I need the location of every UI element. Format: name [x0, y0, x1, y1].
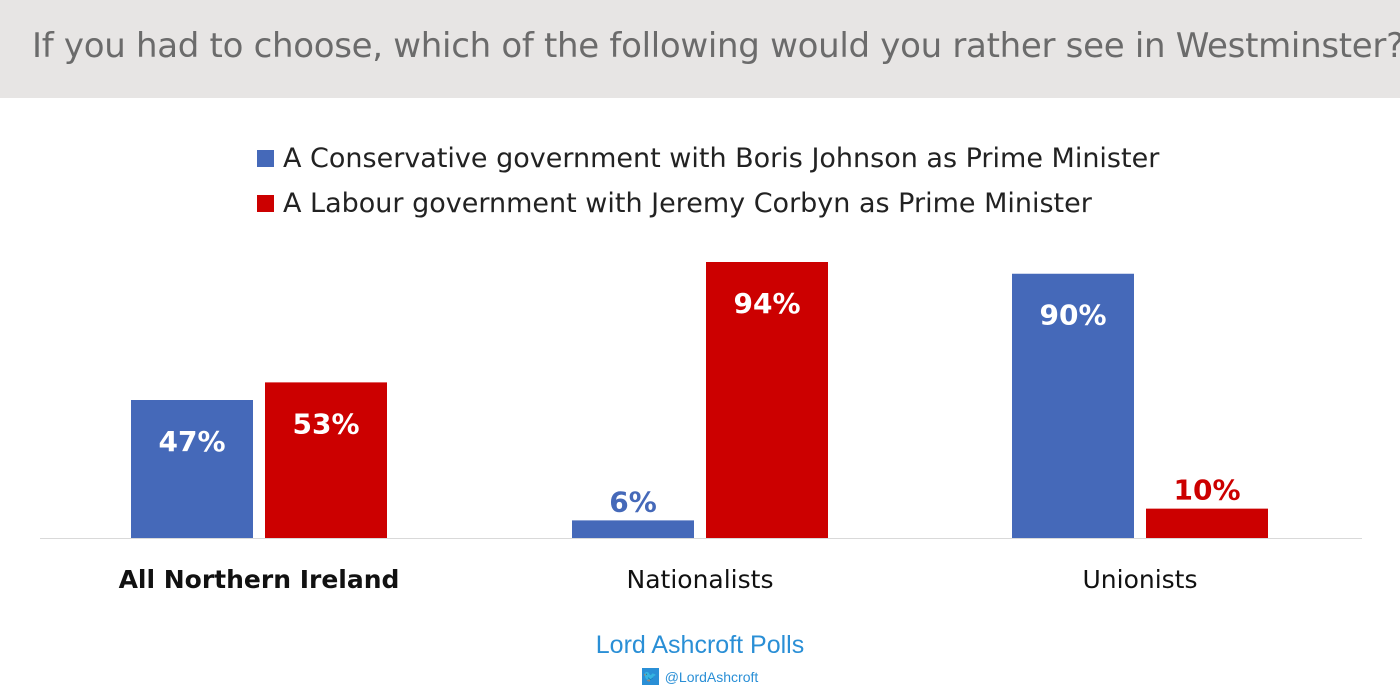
- bar: [265, 382, 387, 538]
- data-label: 47%: [158, 425, 225, 458]
- bar: [572, 520, 694, 538]
- legend-label: A Labour government with Jeremy Corbyn a…: [283, 188, 1092, 219]
- category-label: All Northern Ireland: [119, 565, 400, 594]
- category-label: Unionists: [1082, 565, 1197, 594]
- twitter-icon: 🐦: [641, 668, 659, 685]
- category-label: Nationalists: [627, 565, 774, 594]
- legend-swatch: [257, 150, 274, 167]
- bar: [131, 400, 253, 538]
- data-label: 94%: [733, 287, 800, 320]
- legend-item-conservative: A Conservative government with Boris Joh…: [257, 136, 1159, 181]
- twitter-label: @LordAshcroft: [664, 668, 759, 685]
- legend-swatch: [257, 195, 274, 212]
- bar: [1012, 273, 1134, 538]
- title-bar: If you had to choose, which of the follo…: [0, 0, 1400, 98]
- bar: [1146, 508, 1268, 538]
- twitter-handle[interactable]: 🐦 @LordAshcroft: [0, 668, 1400, 685]
- legend-item-labour: A Labour government with Jeremy Corbyn a…: [257, 181, 1159, 226]
- data-label: 53%: [292, 407, 359, 440]
- bar-chart: 47% 53% All Northern Ireland 6% 94% Nationali…: [40, 262, 1362, 594]
- legend-label: A Conservative government with Boris Joh…: [283, 143, 1160, 174]
- data-label: 6%: [609, 485, 657, 518]
- bar: [706, 262, 828, 538]
- legend: A Conservative government with Boris Joh…: [257, 136, 1159, 226]
- data-label: 10%: [1173, 474, 1240, 507]
- brand-label: Lord Ashcroft Polls: [595, 631, 805, 659]
- data-label: 90%: [1039, 299, 1106, 332]
- chart-title: If you had to choose, which of the follo…: [32, 26, 1400, 66]
